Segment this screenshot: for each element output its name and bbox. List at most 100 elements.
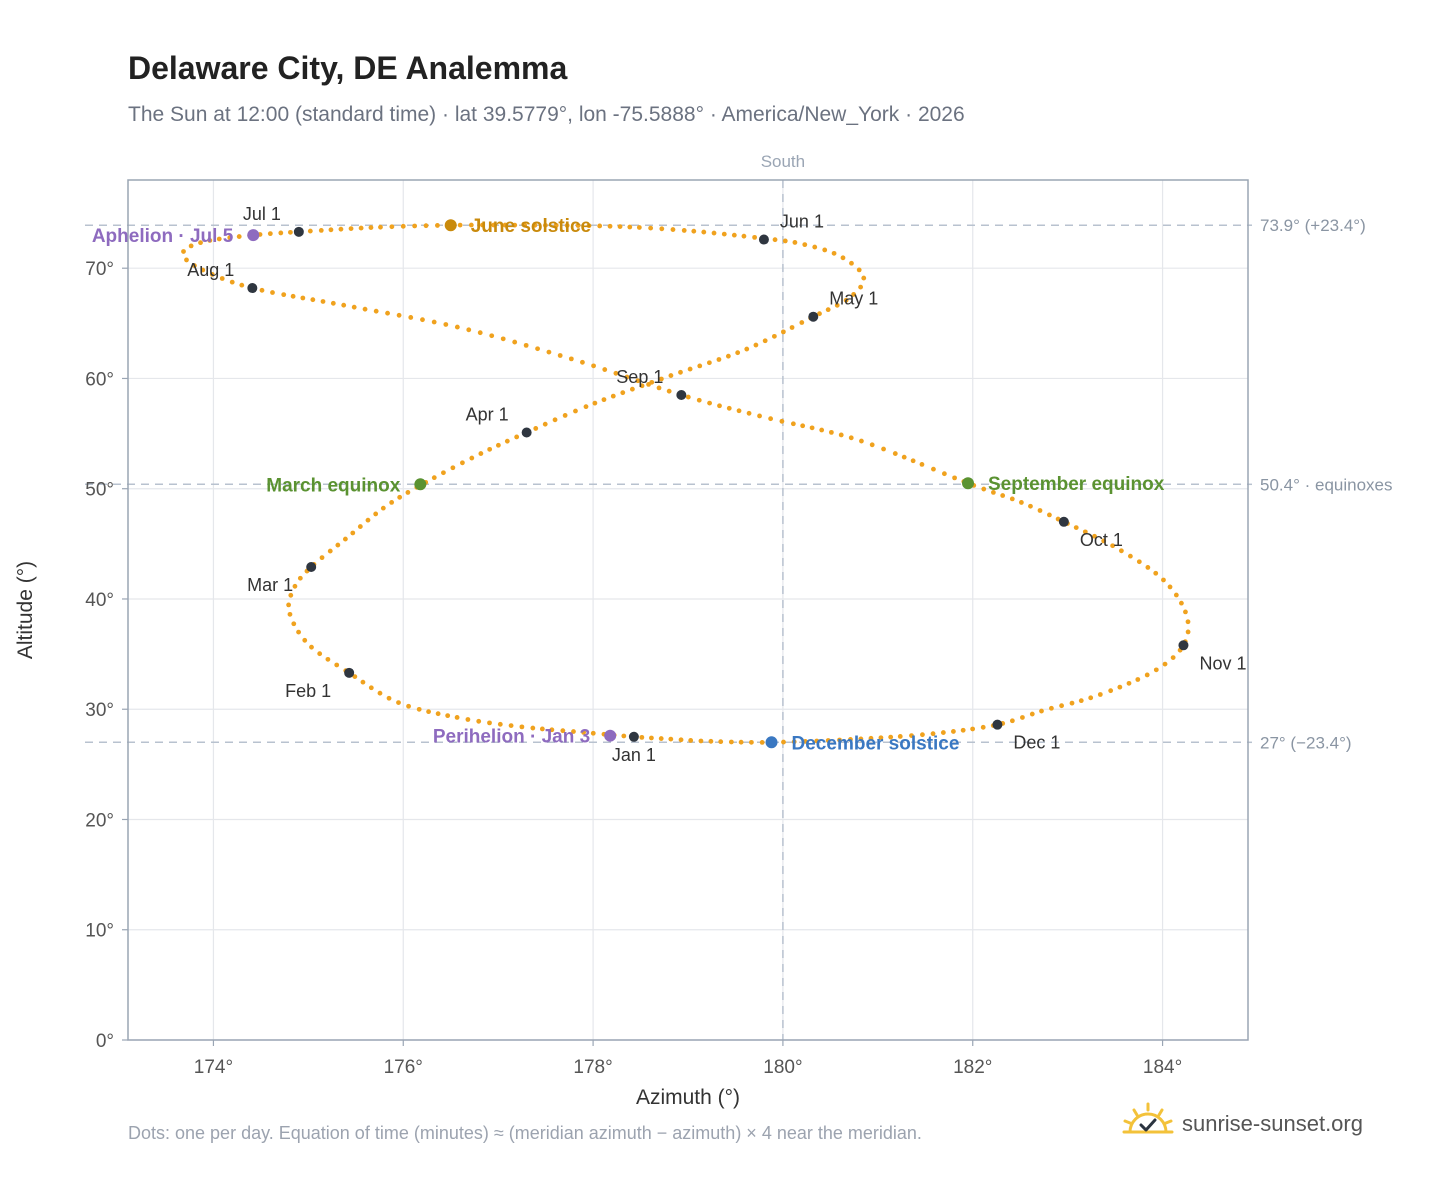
day-dot bbox=[1153, 667, 1159, 673]
day-dot bbox=[678, 737, 684, 743]
event-label: Aphelion · Jul 5 bbox=[92, 226, 234, 247]
day-dot bbox=[1097, 692, 1103, 697]
day-dot bbox=[216, 236, 222, 242]
day-dot bbox=[465, 717, 471, 722]
day-dot bbox=[624, 374, 630, 380]
day-dot bbox=[789, 325, 795, 330]
day-dot bbox=[848, 737, 853, 742]
day-dot bbox=[368, 685, 374, 691]
month-label: Jan 1 bbox=[612, 745, 656, 765]
day-dot bbox=[822, 247, 828, 253]
day-dot bbox=[856, 267, 862, 273]
day-dot bbox=[290, 293, 296, 299]
x-axis-label: Azimuth (°) bbox=[636, 1086, 740, 1109]
day-dot bbox=[431, 475, 437, 481]
day-dot bbox=[951, 729, 956, 734]
day-dot bbox=[487, 446, 493, 452]
day-dot bbox=[781, 739, 786, 745]
event-marker bbox=[604, 729, 617, 742]
day-dot bbox=[649, 735, 654, 741]
day-dot bbox=[532, 222, 538, 228]
day-dot bbox=[711, 230, 717, 236]
day-dot bbox=[389, 500, 395, 505]
day-dot bbox=[738, 739, 744, 745]
day-dot bbox=[800, 423, 806, 429]
x-tick-label: 178° bbox=[573, 1057, 612, 1078]
day-dot bbox=[802, 242, 808, 248]
day-dot bbox=[697, 363, 703, 369]
day-dot bbox=[296, 629, 301, 635]
month-marker bbox=[247, 283, 258, 294]
day-dot bbox=[601, 397, 607, 403]
month-marker bbox=[306, 562, 317, 572]
day-dot bbox=[843, 297, 849, 303]
day-dot bbox=[1028, 503, 1033, 509]
reference-lines: 73.9° (+23.4°) 50.4° · equinoxes 27° (−23.… bbox=[85, 180, 1393, 1040]
day-dot bbox=[590, 730, 596, 736]
day-dot bbox=[491, 222, 497, 228]
day-dot bbox=[573, 408, 578, 414]
day-dot bbox=[500, 336, 506, 342]
day-dot bbox=[270, 290, 275, 295]
day-dot bbox=[460, 460, 465, 466]
month-label: Aug 1 bbox=[187, 260, 234, 280]
axis-layer: 174° 176° 178° 180° 182° 184° 0° 10° 20° 30° 40° 50… bbox=[85, 259, 1182, 1078]
day-dot bbox=[1185, 619, 1191, 625]
day-dot bbox=[562, 413, 568, 418]
brand[interactable]: sunrise-sunset.org bbox=[1122, 1102, 1363, 1146]
page-title: Delaware City, DE Analemma bbox=[128, 50, 568, 86]
day-dot bbox=[825, 307, 831, 313]
day-dot bbox=[1069, 700, 1075, 706]
day-dot bbox=[656, 385, 662, 391]
month-label: Feb 1 bbox=[285, 681, 331, 701]
day-dot bbox=[457, 222, 463, 228]
day-dot bbox=[691, 228, 697, 234]
day-dot bbox=[300, 295, 306, 301]
day-dot bbox=[670, 227, 676, 232]
day-dot bbox=[620, 390, 626, 396]
day-dot bbox=[454, 715, 460, 720]
y-tick-label: 40° bbox=[85, 590, 114, 611]
day-dot bbox=[1018, 500, 1024, 505]
day-dot bbox=[1167, 584, 1173, 590]
day-dot bbox=[1170, 655, 1176, 661]
day-dot bbox=[1153, 570, 1159, 576]
day-dot bbox=[368, 225, 374, 230]
day-dot bbox=[708, 738, 714, 744]
day-dot bbox=[586, 223, 592, 229]
day-dot bbox=[362, 306, 368, 312]
plot-frame bbox=[127, 179, 1249, 1041]
month-label: Apr 1 bbox=[466, 404, 509, 424]
day-dot bbox=[837, 737, 842, 743]
day-dot bbox=[639, 383, 645, 389]
month-label: Sep 1 bbox=[616, 367, 663, 387]
day-dot bbox=[188, 243, 194, 249]
day-dot bbox=[790, 421, 796, 427]
event-marker bbox=[962, 477, 974, 490]
day-dot bbox=[267, 231, 273, 237]
day-dot bbox=[378, 224, 383, 230]
day-dot bbox=[741, 233, 747, 239]
day-dot bbox=[552, 417, 558, 423]
day-dot bbox=[317, 651, 323, 657]
day-dot bbox=[1183, 609, 1188, 615]
y-tick-label: 70° bbox=[85, 259, 114, 280]
day-dot bbox=[523, 342, 529, 348]
day-dot bbox=[533, 426, 539, 431]
reference-line-label: 73.9° (+23.4°) bbox=[1260, 216, 1366, 235]
day-dot bbox=[497, 721, 503, 727]
day-dot bbox=[696, 397, 702, 403]
day-dot bbox=[757, 413, 762, 419]
footnote: Dots: one per day. Equation of time (min… bbox=[128, 1123, 922, 1143]
day-dot bbox=[431, 319, 437, 325]
day-dot bbox=[597, 223, 603, 229]
day-dot bbox=[181, 249, 186, 254]
day-dot bbox=[396, 700, 401, 706]
day-dot bbox=[310, 297, 316, 303]
day-dot bbox=[707, 400, 712, 406]
day-dot bbox=[478, 451, 484, 456]
day-dot bbox=[701, 229, 707, 235]
day-dot bbox=[834, 302, 840, 308]
brand-text: sunrise-sunset.org bbox=[1182, 1111, 1363, 1136]
day-dot bbox=[360, 679, 366, 685]
